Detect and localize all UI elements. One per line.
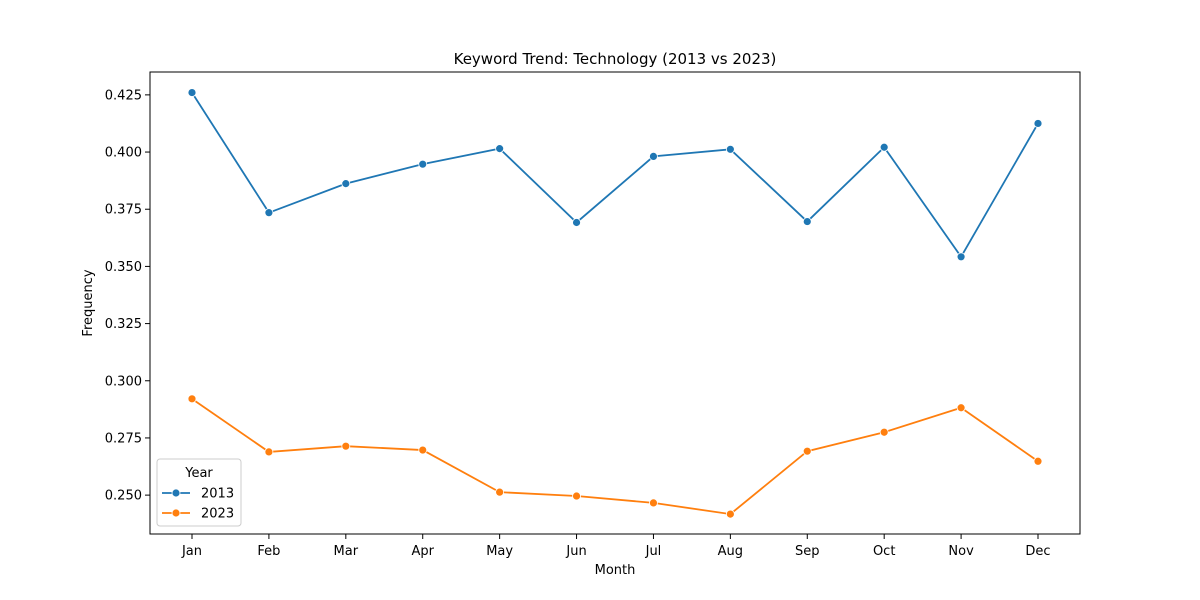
y-tick-label: 0.250 xyxy=(105,489,142,504)
legend-label: 2023 xyxy=(201,507,234,522)
y-tick-label: 0.375 xyxy=(105,203,142,218)
data-point xyxy=(956,403,966,413)
data-point xyxy=(341,179,351,189)
y-tick-label: 0.325 xyxy=(105,317,142,332)
x-tick-label: Oct xyxy=(873,544,895,559)
data-point xyxy=(649,498,658,508)
y-axis-label: Frequency xyxy=(81,269,96,336)
x-tick-label: Aug xyxy=(718,544,743,559)
legend-title: Year xyxy=(184,466,213,481)
y-tick-label: 0.300 xyxy=(105,374,142,389)
legend: Year 2013 2023 xyxy=(156,458,242,527)
x-tick-label: Dec xyxy=(1025,544,1050,559)
data-point xyxy=(495,144,505,154)
data-point xyxy=(495,487,505,497)
data-point xyxy=(802,217,812,226)
data-point xyxy=(725,509,735,519)
x-tick-label: Mar xyxy=(334,544,359,559)
data-point xyxy=(418,159,428,169)
series-2023 xyxy=(187,394,1043,519)
series-layer xyxy=(187,88,1043,519)
x-tick-label: Sep xyxy=(795,544,820,559)
y-axis: 0.250 0.275 0.300 0.325 0.350 0.375 0.400 0.425 xyxy=(105,88,150,504)
data-point xyxy=(187,88,197,97)
series-line xyxy=(191,398,1039,516)
x-tick-label: Jun xyxy=(565,544,586,559)
chart-title: Keyword Trend: Technology (2013 vs 2023) xyxy=(454,50,777,68)
data-point xyxy=(572,218,581,227)
data-point xyxy=(264,208,274,218)
x-tick-label: Jul xyxy=(645,544,662,559)
x-tick-label: Apr xyxy=(411,544,434,559)
data-point xyxy=(879,142,889,152)
data-point xyxy=(879,427,889,437)
x-axis-label: Month xyxy=(595,563,636,578)
y-tick-label: 0.425 xyxy=(105,88,142,103)
x-tick-label: Feb xyxy=(257,544,280,559)
data-point xyxy=(649,151,658,161)
data-point xyxy=(572,491,581,501)
x-tick-label: Jan xyxy=(181,544,202,559)
plot-area xyxy=(149,71,1081,535)
y-tick-label: 0.400 xyxy=(105,146,142,161)
x-tick-label: Nov xyxy=(948,544,974,559)
data-point xyxy=(187,394,197,404)
data-point xyxy=(725,144,735,154)
y-tick-label: 0.275 xyxy=(105,431,142,446)
legend-swatch-marker xyxy=(171,488,181,498)
x-axis: Jan Feb Mar Apr May Jun Jul Aug Sep Oct Nov Dec xyxy=(181,534,1051,559)
data-point xyxy=(956,252,966,262)
data-point xyxy=(1033,456,1043,466)
series-line xyxy=(191,92,1039,259)
data-point xyxy=(264,447,274,457)
y-tick-label: 0.350 xyxy=(105,260,142,275)
x-tick-label: May xyxy=(486,544,513,559)
data-point xyxy=(418,445,428,455)
data-point xyxy=(802,446,812,456)
data-point xyxy=(1033,119,1043,128)
series-2013 xyxy=(187,88,1043,262)
legend-label: 2013 xyxy=(201,487,234,502)
data-point xyxy=(341,441,351,451)
legend-swatch-marker xyxy=(171,508,181,518)
